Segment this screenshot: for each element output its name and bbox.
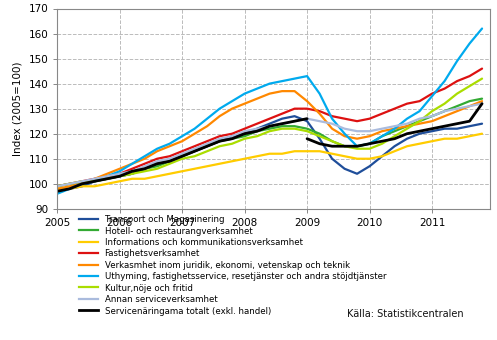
Text: Källa: Statistikcentralen: Källa: Statistikcentralen xyxy=(347,309,464,319)
Y-axis label: Index (2005=100): Index (2005=100) xyxy=(13,62,23,156)
Legend: Transport och Magasinering, Hotell- och restaurangverksamhet, Informations och k: Transport och Magasinering, Hotell- och … xyxy=(79,215,386,316)
